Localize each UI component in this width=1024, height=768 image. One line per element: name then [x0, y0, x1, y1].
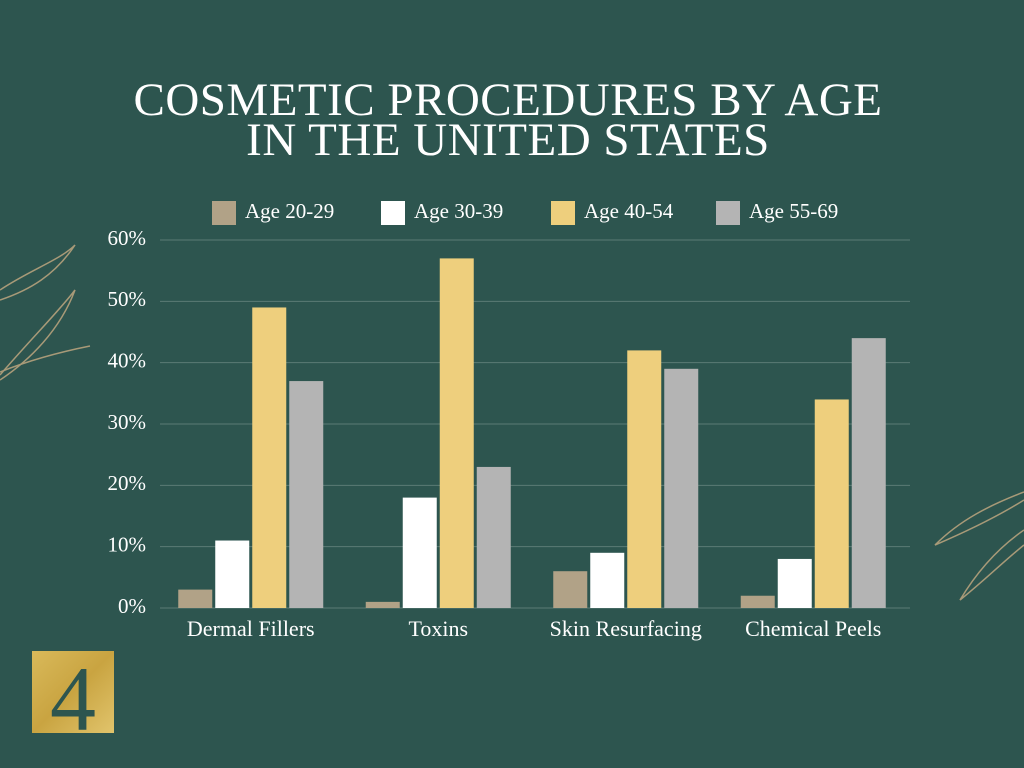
- x-tick-label: Toxins: [408, 616, 468, 641]
- legend-swatch: [716, 201, 740, 225]
- bar: [215, 540, 250, 608]
- bar: [814, 399, 849, 608]
- bar: [365, 601, 400, 608]
- x-tick-label: Dermal Fillers: [187, 616, 315, 641]
- bar: [590, 552, 625, 608]
- legend-label: Age 30-39: [414, 199, 503, 223]
- bar: [252, 307, 287, 608]
- bar: [476, 466, 511, 608]
- x-tick-label: Skin Resurfacing: [550, 616, 702, 641]
- chart-title: COSMETIC PROCEDURES BY AGE IN THE UNITED…: [133, 74, 883, 166]
- bar: [664, 368, 699, 608]
- y-tick-label: 50%: [108, 287, 147, 311]
- legend-label: Age 55-69: [749, 199, 838, 223]
- y-tick-label: 0%: [118, 594, 146, 618]
- y-tick-label: 10%: [108, 532, 147, 556]
- bar: [178, 589, 213, 608]
- legend-swatch: [551, 201, 575, 225]
- decoration: [0, 244, 1024, 601]
- y-tick-label: 60%: [108, 226, 147, 250]
- bar: [851, 338, 886, 608]
- bar: [402, 497, 437, 608]
- x-tick-label: Chemical Peels: [745, 616, 881, 641]
- bar: [740, 595, 775, 608]
- legend-swatch: [381, 201, 405, 225]
- y-tick-label: 40%: [108, 348, 147, 372]
- bar: [289, 381, 324, 608]
- legend-label: Age 40-54: [584, 199, 674, 223]
- y-tick-label: 20%: [108, 471, 147, 495]
- logo: 4: [32, 651, 114, 747]
- legend-swatch: [212, 201, 236, 225]
- bar: [439, 258, 474, 608]
- bar: [777, 558, 812, 608]
- y-tick-label: 30%: [108, 410, 147, 434]
- bar: [553, 571, 588, 608]
- legend-label: Age 20-29: [245, 199, 334, 223]
- bar: [627, 350, 662, 608]
